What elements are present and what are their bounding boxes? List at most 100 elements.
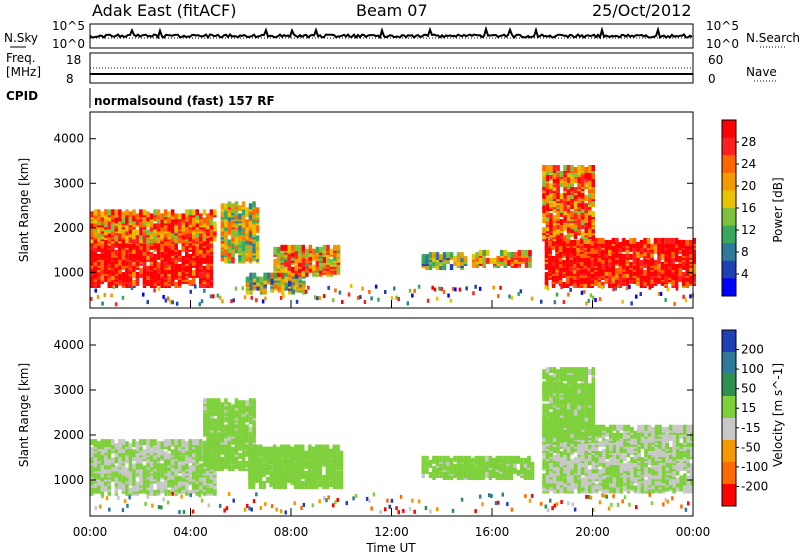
power-cell <box>552 215 557 222</box>
power-cell <box>125 251 129 258</box>
velocity-cell <box>128 453 133 460</box>
velocity-cell <box>93 487 97 494</box>
power-cell <box>97 253 101 260</box>
velocity-cell <box>654 473 659 480</box>
power-cell <box>569 239 573 246</box>
power-cell <box>241 241 246 248</box>
velocity-cell <box>580 477 585 484</box>
velocity-cell <box>114 443 119 450</box>
velocity-cell <box>605 430 610 437</box>
power-cell <box>132 233 136 240</box>
power-cell <box>514 251 518 258</box>
power-cell <box>597 255 601 262</box>
power-cell <box>639 245 644 252</box>
power-cell <box>114 233 119 240</box>
power-cell <box>685 239 689 246</box>
power-cell <box>653 263 658 270</box>
velocity-cell <box>238 400 242 407</box>
velocity-cell <box>339 476 344 483</box>
velocity-cell <box>203 430 207 437</box>
power-cell <box>569 269 573 276</box>
power-cell <box>153 215 157 222</box>
velocity-cell <box>248 416 253 423</box>
power-speckle <box>175 301 179 306</box>
velocity-cell <box>421 472 426 478</box>
power-cell <box>227 215 232 222</box>
velocity-cell <box>111 439 115 446</box>
power-cell <box>241 221 246 228</box>
power-cell <box>245 227 249 234</box>
velocity-cell <box>97 441 101 448</box>
velocity-cell <box>488 455 492 462</box>
velocity-cell <box>605 447 610 453</box>
power-speckle <box>601 285 604 290</box>
velocity-cell <box>626 469 631 476</box>
power-speckle <box>218 295 222 300</box>
velocity-cell <box>442 455 447 462</box>
power-cell <box>209 219 214 226</box>
velocity-cell <box>647 449 652 455</box>
power-cell <box>573 225 578 232</box>
power-cell <box>549 183 553 190</box>
velocity-cell <box>516 455 521 462</box>
power-cell <box>584 217 588 224</box>
velocity-cell <box>192 463 196 470</box>
velocity-cell <box>495 461 499 468</box>
power-cell <box>580 219 585 226</box>
power-cell <box>100 263 105 270</box>
velocity-cell <box>318 472 323 479</box>
power-cell <box>544 263 549 270</box>
power-cell <box>135 235 140 242</box>
velocity-cell <box>227 428 232 435</box>
power-cell <box>135 213 140 220</box>
power-cell <box>238 233 242 240</box>
power-cell <box>135 245 140 252</box>
power-cell <box>650 243 654 250</box>
power-cell <box>181 233 185 240</box>
power-cell <box>336 256 341 263</box>
power-cell <box>273 270 277 277</box>
power-cell <box>507 259 511 266</box>
power-cell <box>671 263 675 270</box>
power-cell <box>156 267 161 274</box>
power-cell <box>153 257 157 264</box>
velocity-cell <box>297 458 301 465</box>
power-cell <box>580 207 585 214</box>
power-cell <box>118 225 122 232</box>
power-cell <box>263 272 267 279</box>
power-cell <box>528 259 532 266</box>
power-cell <box>132 229 136 236</box>
power-cell <box>146 211 150 218</box>
velocity-cell <box>542 479 546 486</box>
velocity-cell <box>195 439 199 446</box>
power-cell <box>576 279 580 286</box>
velocity-cell <box>135 467 140 474</box>
power-speckle <box>454 287 457 292</box>
power-cell <box>566 189 571 196</box>
velocity-cell <box>206 458 211 465</box>
power-cell <box>588 173 592 179</box>
power-cell <box>559 197 564 204</box>
velocity-cell <box>149 459 154 466</box>
power-cell <box>284 260 288 267</box>
velocity-cell <box>181 465 185 472</box>
velocity-cell <box>93 439 97 446</box>
power-cell <box>118 241 122 248</box>
power-cell <box>185 243 189 250</box>
power-cell <box>277 280 281 287</box>
power-cell <box>604 265 609 272</box>
power-cell <box>93 271 97 278</box>
power-colorbar-tick-label: 24 <box>741 157 756 171</box>
power-cell <box>689 239 693 246</box>
velocity-cell <box>294 450 298 457</box>
power-cell <box>132 247 136 254</box>
power-cell <box>507 251 511 258</box>
velocity-cell <box>192 483 196 490</box>
power-cell <box>545 197 550 204</box>
power-cell <box>542 177 546 184</box>
power-speckle <box>90 296 93 301</box>
velocity-cell <box>156 471 161 478</box>
power-cell <box>643 269 647 276</box>
velocity-cell <box>188 451 192 458</box>
